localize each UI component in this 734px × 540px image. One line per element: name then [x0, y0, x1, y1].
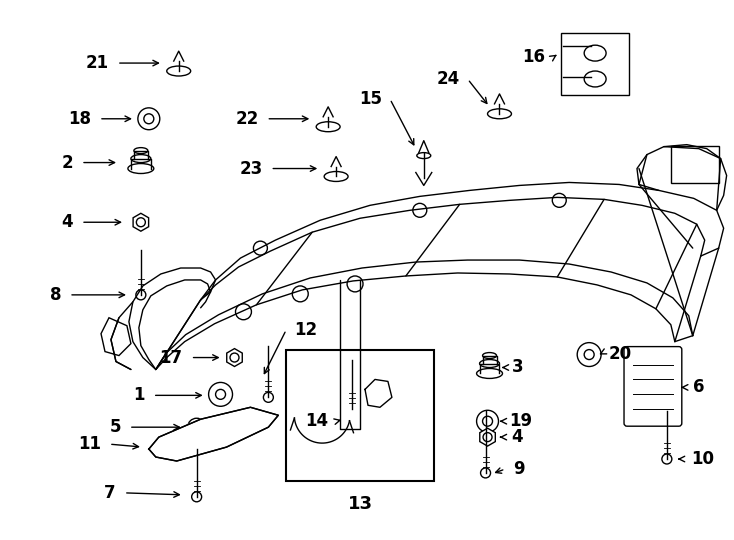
Ellipse shape: [128, 164, 154, 173]
Circle shape: [347, 276, 363, 292]
Ellipse shape: [324, 172, 348, 181]
Circle shape: [476, 410, 498, 432]
Polygon shape: [480, 428, 495, 446]
Polygon shape: [149, 407, 278, 461]
Circle shape: [577, 342, 601, 367]
Circle shape: [481, 468, 490, 478]
Text: 22: 22: [235, 110, 258, 128]
Text: 8: 8: [50, 286, 61, 304]
Text: 16: 16: [523, 48, 545, 66]
Text: 15: 15: [359, 90, 382, 108]
Circle shape: [208, 382, 233, 406]
Ellipse shape: [316, 122, 340, 132]
Bar: [562, 33, 629, 95]
Text: 10: 10: [691, 450, 713, 468]
Circle shape: [230, 353, 239, 362]
Ellipse shape: [134, 147, 148, 153]
Text: 7: 7: [104, 484, 116, 502]
Circle shape: [253, 241, 267, 255]
Circle shape: [584, 349, 594, 360]
Circle shape: [483, 433, 492, 442]
Ellipse shape: [131, 154, 150, 163]
Circle shape: [552, 193, 566, 207]
Circle shape: [192, 492, 202, 502]
Ellipse shape: [487, 109, 512, 119]
Polygon shape: [133, 213, 148, 231]
Circle shape: [347, 404, 357, 414]
Circle shape: [236, 304, 252, 320]
Circle shape: [482, 416, 493, 426]
Text: 14: 14: [305, 412, 328, 430]
Ellipse shape: [167, 66, 191, 76]
Circle shape: [136, 290, 146, 300]
Ellipse shape: [584, 45, 606, 61]
Text: 17: 17: [159, 348, 183, 367]
Circle shape: [144, 114, 154, 124]
Ellipse shape: [417, 153, 431, 159]
Text: 3: 3: [512, 359, 523, 376]
Text: 4: 4: [62, 213, 73, 231]
Bar: [671, 146, 719, 184]
Text: 18: 18: [68, 110, 91, 128]
Circle shape: [264, 393, 273, 402]
Text: 4: 4: [512, 428, 523, 446]
Text: 13: 13: [347, 495, 373, 513]
Text: 9: 9: [514, 460, 525, 478]
Text: 12: 12: [294, 321, 317, 339]
Circle shape: [138, 108, 160, 130]
Ellipse shape: [479, 360, 500, 368]
Circle shape: [292, 286, 308, 302]
Text: 5: 5: [109, 418, 121, 436]
Circle shape: [137, 218, 145, 227]
Ellipse shape: [476, 368, 503, 379]
Text: 6: 6: [693, 379, 704, 396]
Text: 24: 24: [437, 70, 459, 88]
Circle shape: [188, 418, 206, 436]
Ellipse shape: [482, 353, 496, 359]
Circle shape: [413, 204, 426, 217]
Text: 1: 1: [134, 386, 145, 404]
FancyBboxPatch shape: [624, 347, 682, 426]
Ellipse shape: [584, 71, 606, 87]
Circle shape: [192, 423, 200, 431]
Bar: [286, 349, 434, 481]
Text: 2: 2: [62, 153, 73, 172]
Text: 23: 23: [239, 159, 262, 178]
Text: 11: 11: [78, 435, 101, 453]
Text: 21: 21: [86, 54, 109, 72]
Circle shape: [216, 389, 225, 400]
Text: 19: 19: [509, 412, 533, 430]
Circle shape: [662, 454, 672, 464]
Polygon shape: [227, 349, 242, 367]
Text: 20: 20: [609, 345, 632, 362]
